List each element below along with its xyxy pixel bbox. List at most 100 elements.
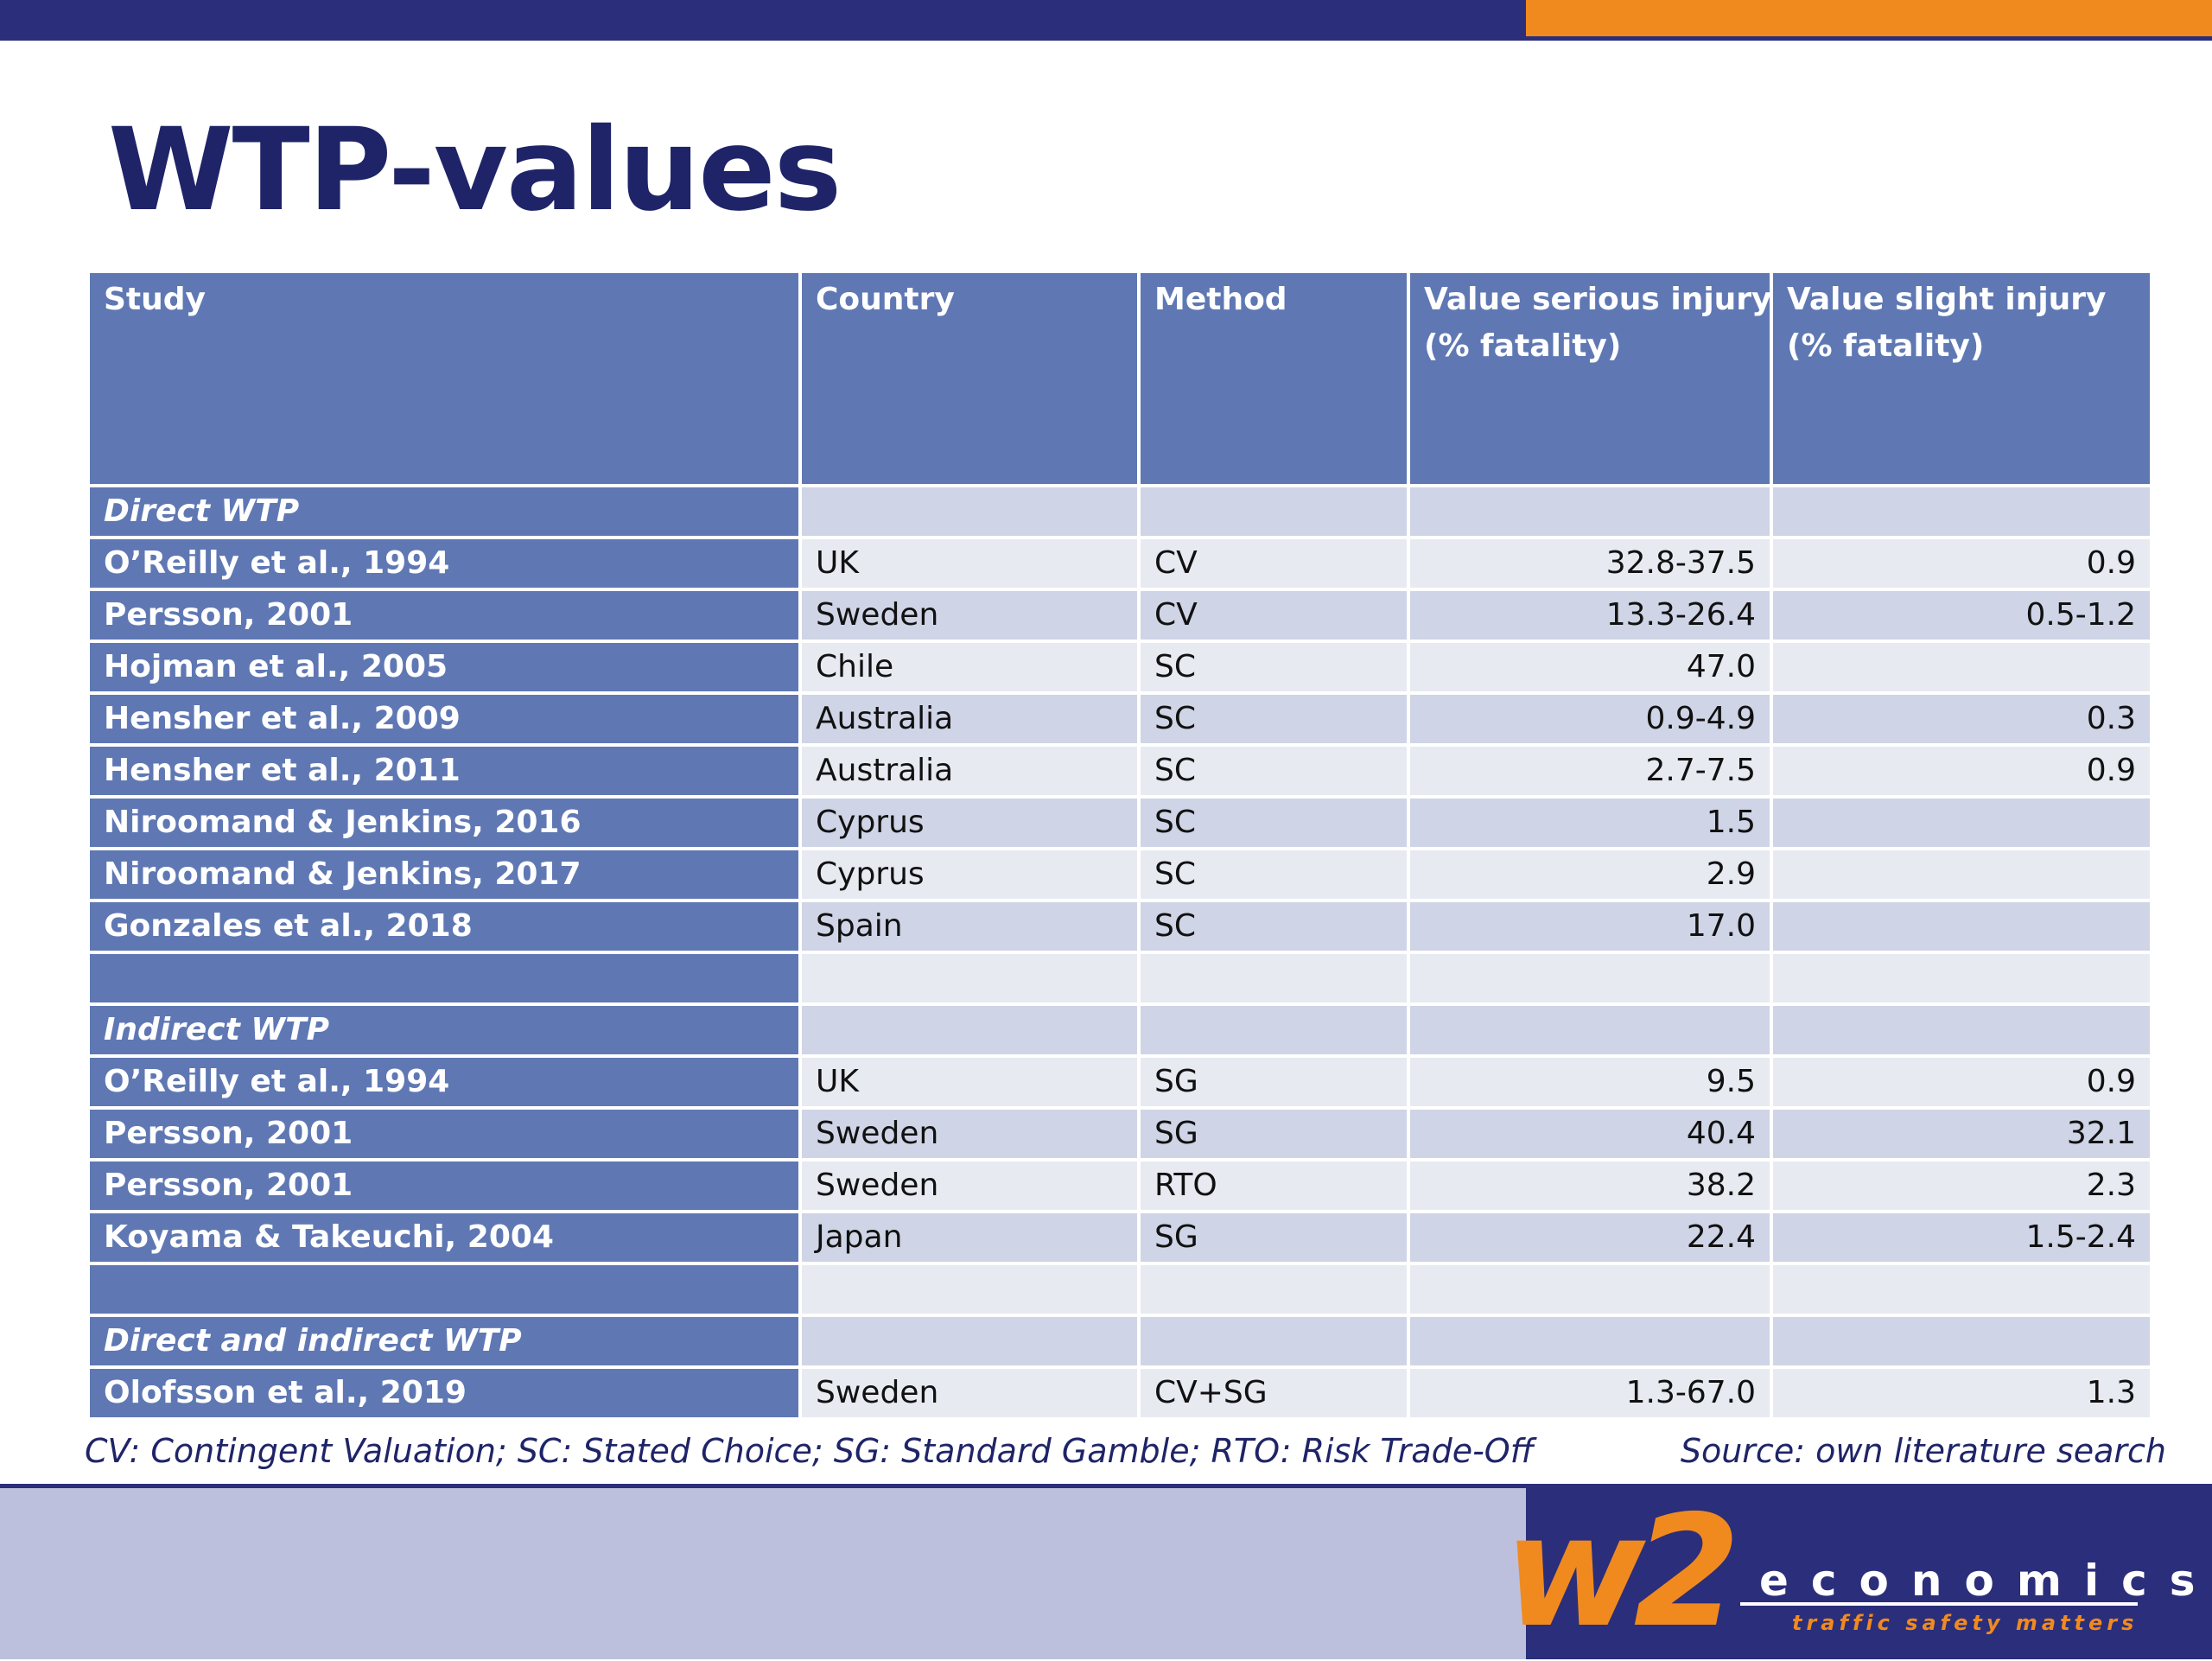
empty-cell (1773, 1317, 2150, 1365)
section-row: Direct WTP (90, 487, 2150, 536)
header-serious-line2: (% fatality) (1424, 328, 1622, 364)
bottom-band (0, 1488, 1526, 1659)
slight-injury-cell: 32.1 (1773, 1110, 2150, 1158)
logo-tagline: traffic safety matters (1792, 1611, 2139, 1635)
study-cell: O’Reilly et al., 1994 (90, 539, 798, 588)
slight-injury-cell: 0.3 (1773, 695, 2150, 743)
slight-injury-cell: 0.9 (1773, 747, 2150, 795)
logo-wordmark: economics (1759, 1556, 2212, 1606)
serious-injury-cell: 0.9-4.9 (1410, 695, 1770, 743)
table-row: Hojman et al., 2005 Chile SC 47.0 (90, 643, 2150, 691)
table-row: Niroomand & Jenkins, 2017 Cyprus SC 2.9 (90, 850, 2150, 899)
method-cell: SC (1141, 799, 1407, 847)
spacer-cell (1410, 954, 1770, 1002)
slight-injury-cell: 0.9 (1773, 539, 2150, 588)
method-cell: SC (1141, 902, 1407, 951)
section-row: Indirect WTP (90, 1006, 2150, 1054)
spacer-cell (1773, 1265, 2150, 1314)
method-cell: SG (1141, 1213, 1407, 1262)
section-label: Direct and indirect WTP (90, 1317, 798, 1365)
logo-background (1526, 1488, 2212, 1659)
spacer-row (90, 1265, 2150, 1314)
spacer-cell (1773, 954, 2150, 1002)
header-slight-injury: Value slight injury (% fatality) (1773, 273, 2150, 484)
table-row: Persson, 2001 Sweden CV 13.3-26.4 0.5-1.2 (90, 591, 2150, 640)
empty-cell (802, 1006, 1137, 1054)
spacer-cell (1410, 1265, 1770, 1314)
method-cell: CV (1141, 591, 1407, 640)
serious-injury-cell: 22.4 (1410, 1213, 1770, 1262)
serious-injury-cell: 13.3-26.4 (1410, 591, 1770, 640)
method-cell: CV+SG (1141, 1369, 1407, 1417)
study-cell: Hojman et al., 2005 (90, 643, 798, 691)
empty-cell (1410, 1317, 1770, 1365)
slight-injury-cell (1773, 850, 2150, 899)
country-cell: Australia (802, 747, 1137, 795)
serious-injury-cell: 2.9 (1410, 850, 1770, 899)
spacer-cell (802, 954, 1137, 1002)
logo-rule (1740, 1602, 2138, 1606)
empty-cell (1410, 1006, 1770, 1054)
method-cell: SC (1141, 643, 1407, 691)
section-row: Direct and indirect WTP (90, 1317, 2150, 1365)
table-body: Direct WTP O’Reilly et al., 1994 UK CV 32.8-… (90, 487, 2150, 1417)
serious-injury-cell: 2.7-7.5 (1410, 747, 1770, 795)
slight-injury-cell (1773, 902, 2150, 951)
abbreviations-footnote: CV: Contingent Valuation; SC: Stated Cho… (85, 1432, 1535, 1470)
header-country: Country (802, 273, 1137, 484)
table-row: Gonzales et al., 2018 Spain SC 17.0 (90, 902, 2150, 951)
slight-injury-cell: 2.3 (1773, 1161, 2150, 1210)
source-note: Source: own literature search (1680, 1432, 2166, 1470)
serious-injury-cell: 40.4 (1410, 1110, 1770, 1158)
spacer-cell (1141, 954, 1407, 1002)
serious-injury-cell: 32.8-37.5 (1410, 539, 1770, 588)
slight-injury-cell (1773, 799, 2150, 847)
serious-injury-cell: 1.5 (1410, 799, 1770, 847)
country-cell: Cyprus (802, 799, 1137, 847)
table-row: Persson, 2001 Sweden SG 40.4 32.1 (90, 1110, 2150, 1158)
slight-injury-cell: 0.9 (1773, 1058, 2150, 1106)
country-cell: Chile (802, 643, 1137, 691)
spacer-cell (802, 1265, 1137, 1314)
spacer-cell (90, 1265, 798, 1314)
table-row: Olofsson et al., 2019 Sweden CV+SG 1.3-67.0… (90, 1369, 2150, 1417)
slight-injury-cell: 1.3 (1773, 1369, 2150, 1417)
study-cell: O’Reilly et al., 1994 (90, 1058, 798, 1106)
empty-cell (1141, 487, 1407, 536)
country-cell: Sweden (802, 1161, 1137, 1210)
country-cell: Spain (802, 902, 1137, 951)
serious-injury-cell: 17.0 (1410, 902, 1770, 951)
table-header-row: Study Country Method Value serious injur… (90, 273, 2150, 484)
header-slight-line1: Value slight injury (1787, 282, 2107, 317)
method-cell: CV (1141, 539, 1407, 588)
table-row: Hensher et al., 2011 Australia SC 2.7-7.5 0.… (90, 747, 2150, 795)
w2-logo-mark: w2 (1503, 1482, 1740, 1661)
empty-cell (1141, 1317, 1407, 1365)
table-row: O’Reilly et al., 1994 UK CV 32.8-37.5 0.9 (90, 539, 2150, 588)
empty-cell (1773, 1006, 2150, 1054)
country-cell: Cyprus (802, 850, 1137, 899)
table-row: Hensher et al., 2009 Australia SC 0.9-4.9 0.… (90, 695, 2150, 743)
country-cell: UK (802, 539, 1137, 588)
header-serious-line1: Value serious injury (1424, 282, 1770, 317)
header-slight-line2: (% fatality) (1787, 328, 1985, 364)
spacer-row (90, 954, 2150, 1002)
top-bar-navy (0, 0, 1526, 41)
method-cell: SG (1141, 1058, 1407, 1106)
study-cell: Persson, 2001 (90, 1110, 798, 1158)
slight-injury-cell (1773, 643, 2150, 691)
study-cell: Hensher et al., 2011 (90, 747, 798, 795)
study-cell: Hensher et al., 2009 (90, 695, 798, 743)
country-cell: Sweden (802, 1110, 1137, 1158)
section-label: Direct WTP (90, 487, 798, 536)
country-cell: Australia (802, 695, 1137, 743)
study-cell: Persson, 2001 (90, 591, 798, 640)
header-study: Study (90, 273, 798, 484)
spacer-cell (90, 954, 798, 1002)
table-row: Niroomand & Jenkins, 2016 Cyprus SC 1.5 (90, 799, 2150, 847)
slight-injury-cell: 0.5-1.2 (1773, 591, 2150, 640)
serious-injury-cell: 38.2 (1410, 1161, 1770, 1210)
slight-injury-cell: 1.5-2.4 (1773, 1213, 2150, 1262)
empty-cell (802, 1317, 1137, 1365)
slide-title: WTP-values (108, 104, 842, 237)
